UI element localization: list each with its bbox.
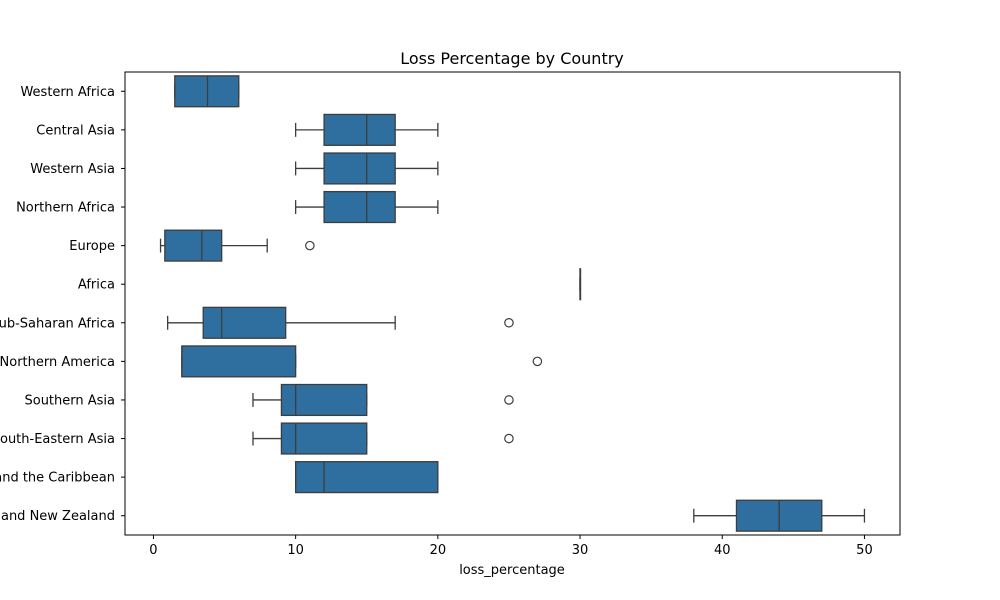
plot-area — [159, 75, 866, 532]
outlier-point — [532, 356, 543, 367]
y-tick-label: Europe — [69, 239, 115, 254]
x-tick-label: 30 — [572, 543, 589, 558]
x-tick-label: 10 — [287, 543, 304, 558]
x-tick-label: 40 — [714, 543, 731, 558]
outlier-point — [504, 317, 514, 328]
outlier-point — [504, 433, 514, 444]
box — [323, 152, 396, 185]
y-tick-label: Australia and New Zealand — [0, 509, 115, 524]
y-tick-label: Africa — [78, 278, 115, 293]
box — [174, 75, 240, 108]
box — [294, 461, 439, 494]
y-tick-label: Sub-Saharan Africa — [0, 316, 115, 331]
box-group — [174, 75, 240, 108]
y-tick-label: Northern Africa — [16, 201, 115, 216]
y-tick-label: Central Asia — [36, 123, 115, 138]
box — [202, 306, 287, 339]
box-group — [294, 461, 439, 494]
box-group — [579, 268, 582, 301]
box — [323, 113, 396, 146]
x-axis-label: loss_percentage — [459, 563, 565, 578]
box-group — [693, 499, 866, 532]
chart-title: Loss Percentage by Country — [400, 49, 624, 68]
box-group — [167, 306, 514, 339]
y-tick-label: Western Africa — [20, 85, 115, 100]
plot-frame — [124, 71, 901, 536]
box — [280, 383, 368, 417]
y-tick-label: Western Asia — [30, 162, 115, 177]
box — [280, 422, 368, 455]
y-tick-label: South-Eastern Asia — [0, 432, 115, 447]
box-group — [181, 345, 543, 378]
x-tick-label: 50 — [856, 543, 873, 558]
y-tick-label: Northern America — [0, 355, 115, 370]
x-tick-label: 20 — [430, 543, 447, 558]
box-group — [159, 229, 315, 262]
box — [323, 190, 396, 224]
box-group — [252, 422, 514, 455]
box — [181, 345, 297, 378]
outlier-point — [305, 240, 315, 251]
box-group — [294, 113, 439, 146]
box — [164, 229, 223, 262]
box-group — [294, 152, 439, 185]
x-tick-label: 0 — [149, 543, 157, 558]
y-tick-label: Latin America and the Caribbean — [0, 471, 115, 486]
y-tick-label: Southern Asia — [24, 393, 115, 408]
box-group — [294, 190, 439, 224]
axes: Western Africa Central Asia Western Asia No… — [0, 71, 901, 558]
box-group — [252, 383, 514, 417]
outlier-point — [504, 395, 514, 405]
